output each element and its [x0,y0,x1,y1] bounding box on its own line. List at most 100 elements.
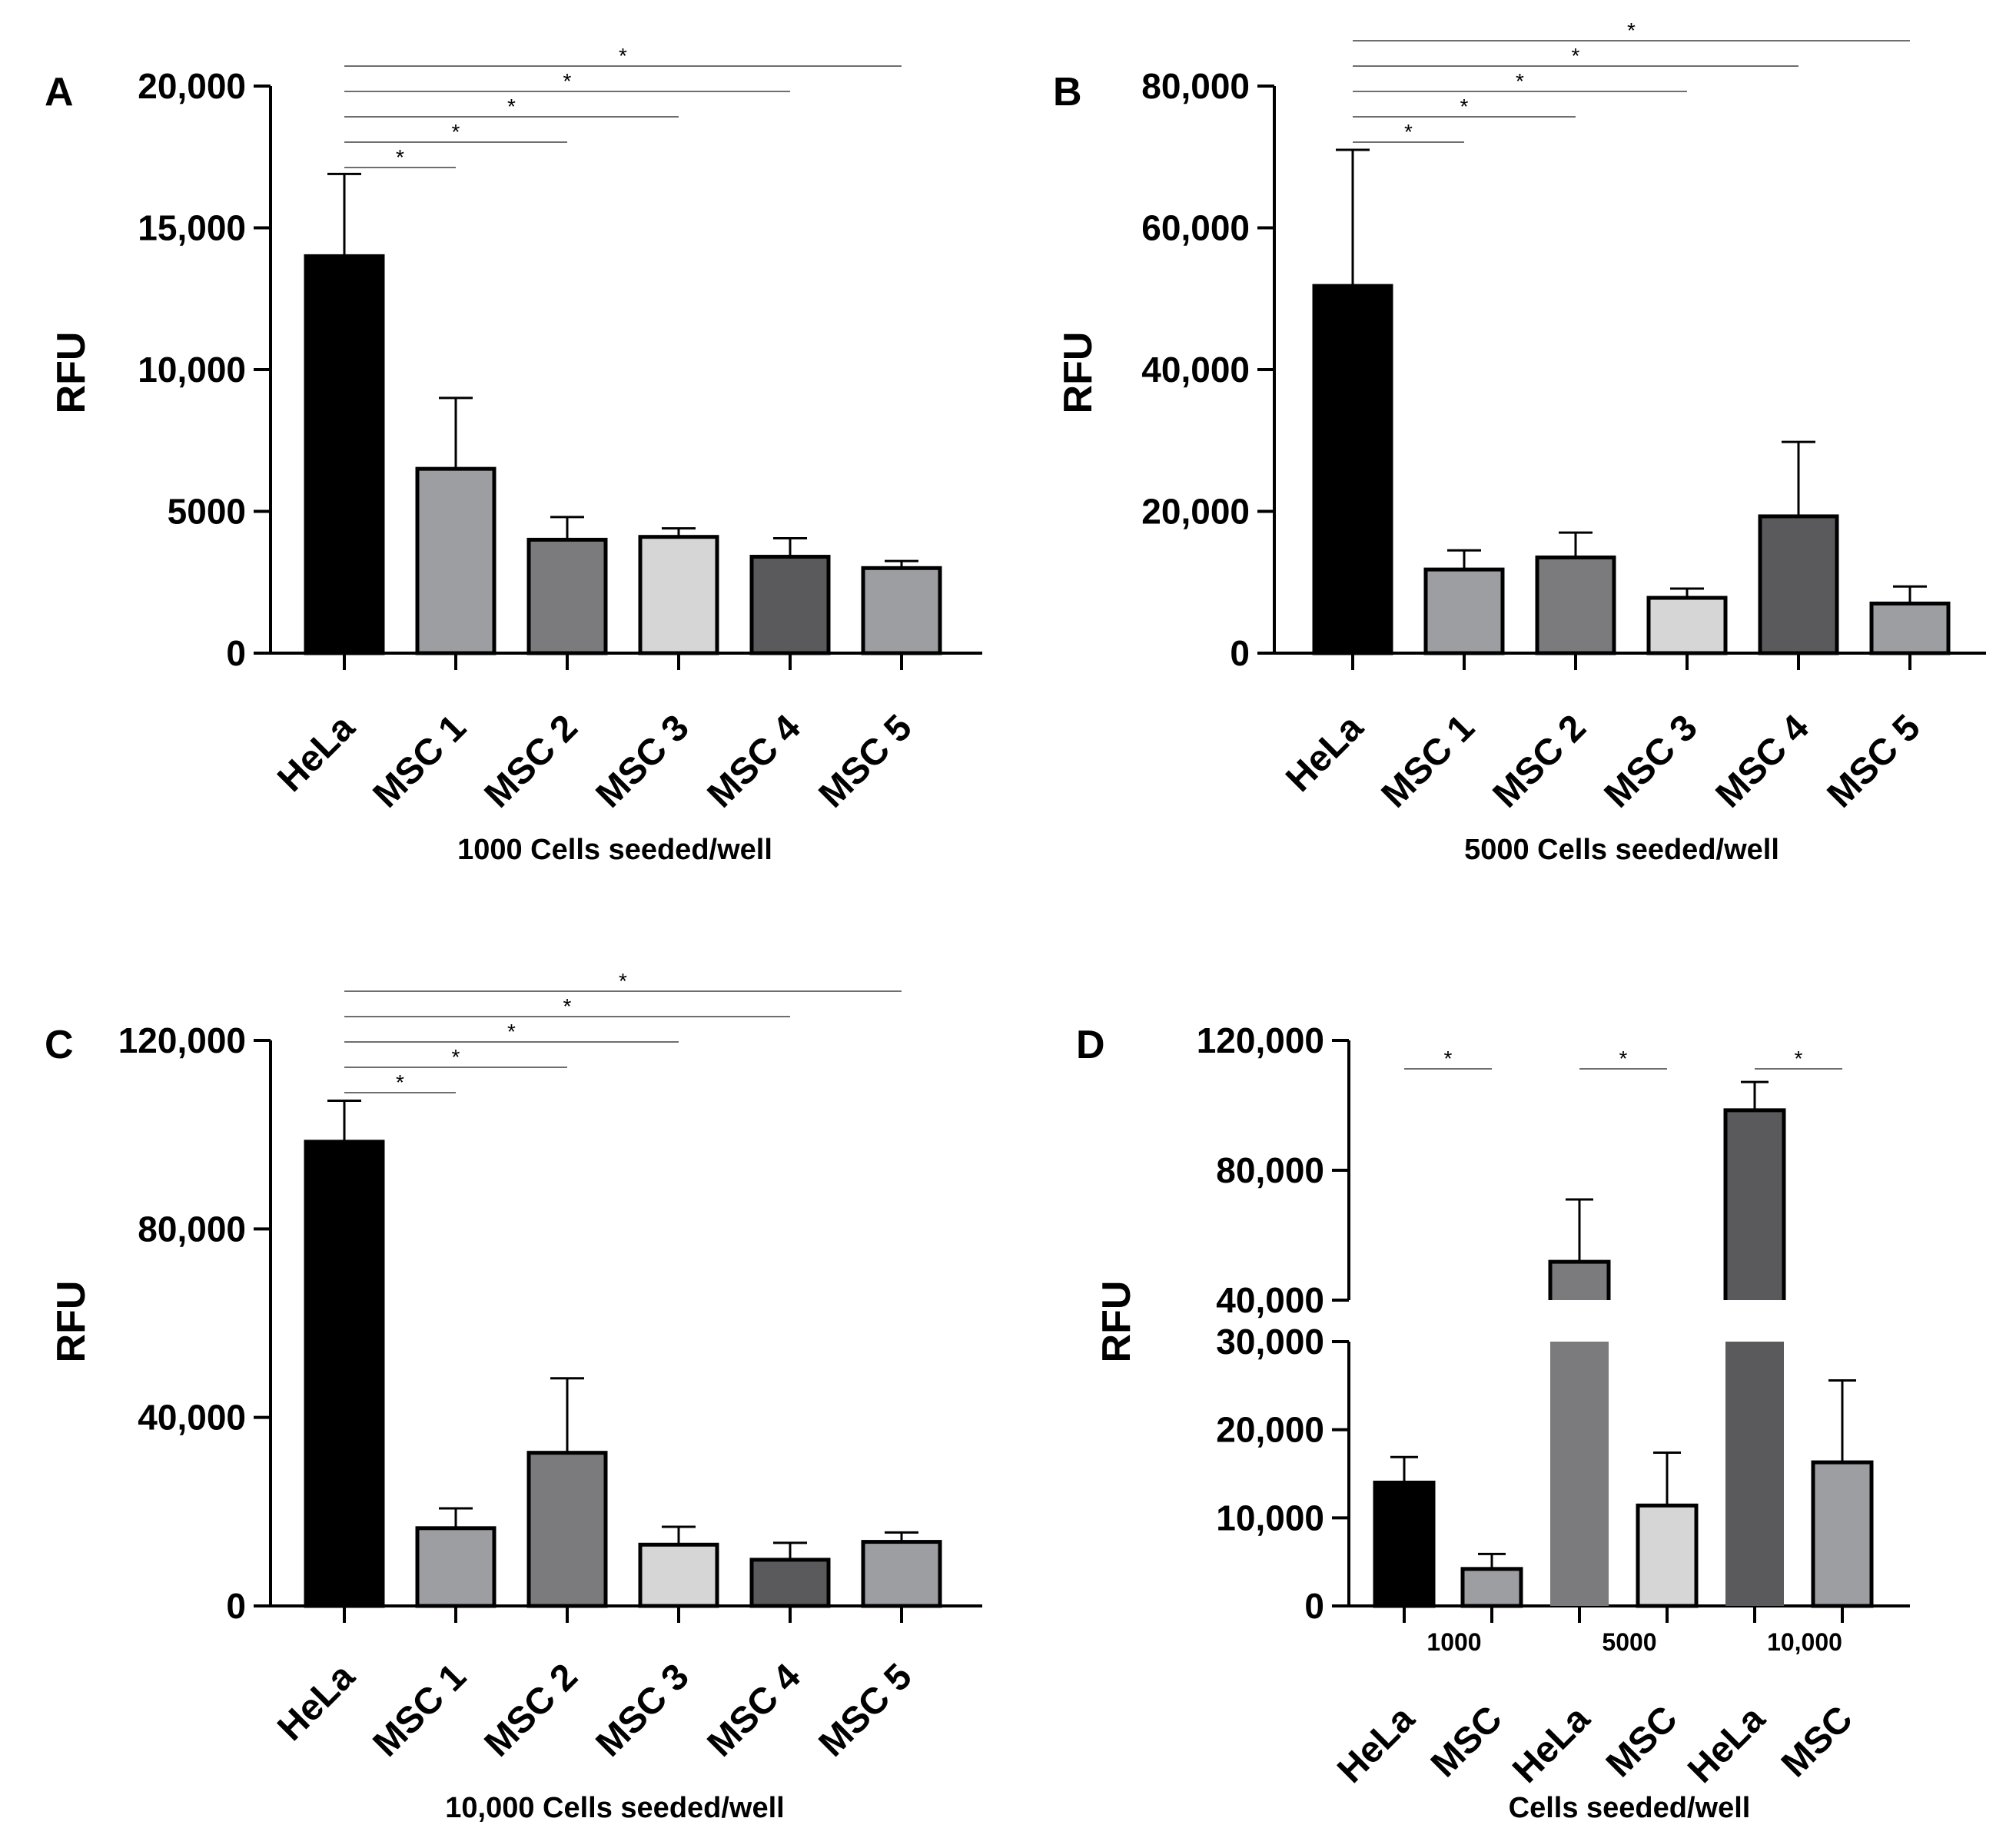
group-label: 10,000 [1767,1628,1842,1656]
panel-letter: B [1053,70,1082,114]
bar-msc-1 [415,1526,497,1608]
bar-msc-4 [749,555,831,655]
bar-msc-1 [415,466,497,655]
y-tick-label: 60,000 [1141,208,1250,248]
x-axis-title: 5000 Cells seeded/well [1464,834,1779,866]
panel-letter: D [1076,1023,1105,1067]
x-tick-label: MSC [1423,1698,1510,1785]
x-axis-title: 1000 Cells seeded/well [457,834,772,866]
x-tick-label: HeLa [1505,1698,1598,1791]
y-tick-label: 10,000 [138,350,246,390]
bar-msc-2 [1535,555,1616,655]
y-tick-label: 40,000 [138,1398,246,1438]
bar-msc-2 [526,537,608,655]
x-tick-label: MSC 5 [1820,707,1928,815]
panel-c: C RFU 10,000 Cells seeded/well 0 40,000 80,00… [45,969,982,1824]
y-tick-label: 30,000 [1216,1322,1324,1362]
significance-star: * [1619,1047,1628,1070]
x-tick-label: HeLa [1278,707,1371,800]
bar-hela [304,1140,385,1608]
x-tick-label: HeLa [270,1656,363,1749]
bar-msc-5000 [1636,1503,1699,1608]
bar-msc-5 [1869,601,1951,655]
panel-b: B RFU 5000 Cells seeded/well 0 20,000 40,000 6… [1053,18,1986,866]
x-tick-label: MSC [1774,1698,1861,1785]
bar-hela-10000-upper [1725,1110,1784,1300]
y-tick-label: 80,000 [138,1209,246,1249]
x-tick-label: MSC 2 [477,707,586,815]
significance-star: * [1460,95,1469,118]
y-tick-label: 20,000 [1216,1410,1324,1450]
y-tick-label: 0 [226,1586,246,1626]
x-tick-label: MSC 1 [366,707,474,815]
y-tick-label: 10,000 [1216,1498,1324,1538]
significance-star: * [452,1045,460,1069]
x-tick-label: MSC 2 [477,1656,586,1764]
significance-star: * [507,1020,516,1043]
significance-star: * [1627,18,1636,42]
bar-msc-2 [526,1451,608,1608]
y-tick-label: 40,000 [1141,350,1250,390]
y-tick-label: 120,000 [1197,1020,1324,1060]
significance-star: * [1516,69,1524,93]
bar-msc-3 [638,535,719,655]
x-tick-label: MSC 1 [1374,707,1483,815]
bar-msc-5 [861,1540,942,1608]
significance-star: * [1444,1047,1453,1070]
significance-star: * [563,69,572,93]
bar-msc-3 [638,1542,719,1608]
x-tick-label: MSC 1 [366,1656,474,1764]
x-axis-title: 10,000 Cells seeded/well [445,1792,785,1824]
y-tick-label: 0 [226,633,246,673]
y-tick-label: 40,000 [1216,1280,1324,1320]
bar-hela-10000-lower [1725,1342,1784,1606]
group-label: 5000 [1602,1628,1656,1656]
bar-hela-5000-lower [1550,1342,1609,1606]
bar-hela-5000-upper [1550,1262,1609,1300]
significance-star: * [1572,44,1580,68]
panel-a: A RFU 1000 Cells seeded/well 0 5000 10,000 15,… [45,44,982,866]
y-tick-label: 15,000 [138,208,246,248]
bar-msc-10000 [1811,1460,1874,1608]
x-tick-label: MSC 2 [1486,707,1594,815]
significance-star: * [507,95,516,118]
significance-star: * [619,44,627,68]
x-tick-label: MSC [1599,1698,1686,1785]
y-tick-label: 120,000 [118,1020,246,1060]
x-tick-label: MSC 4 [700,1656,809,1764]
x-tick-label: MSC 3 [1597,707,1705,815]
panel-letter: A [45,70,74,114]
bar-msc-1000 [1460,1567,1523,1608]
y-tick-label: 80,000 [1216,1150,1324,1190]
y-tick-label: 20,000 [138,66,246,106]
bar-hela-10000-outline [1723,1108,1786,1300]
bar-hela-5000-outline [1548,1259,1611,1300]
x-tick-label: HeLa [1330,1698,1423,1791]
y-tick-label: 5000 [168,492,246,532]
significance-star: * [396,145,404,169]
y-axis-title: RFU [1056,332,1101,414]
significance-star: * [1795,1047,1803,1070]
bar-msc-4 [749,1558,831,1608]
y-axis-title: RFU [49,1281,94,1363]
y-tick-label: 0 [1230,633,1250,673]
x-tick-label: MSC 3 [589,707,697,815]
group-label: 1000 [1426,1628,1481,1656]
x-tick-label: HeLa [1680,1698,1773,1791]
bar-msc-5 [861,566,942,655]
y-axis-title: RFU [1094,1281,1139,1363]
y-tick-label: 20,000 [1141,492,1250,532]
significance-star: * [619,969,627,993]
bar-msc-1 [1423,567,1505,655]
significance-star: * [396,1070,404,1094]
x-tick-label: MSC 5 [812,707,920,815]
y-tick-label: 0 [1304,1586,1324,1626]
x-tick-label: MSC 4 [1709,707,1817,815]
significance-star: * [563,994,572,1018]
x-tick-label: HeLa [270,707,363,800]
x-tick-label: MSC 3 [589,1656,697,1764]
significance-star: * [1404,120,1413,144]
panel-letter: C [45,1023,74,1067]
x-axis-title: Cells seeded/well [1509,1792,1751,1824]
